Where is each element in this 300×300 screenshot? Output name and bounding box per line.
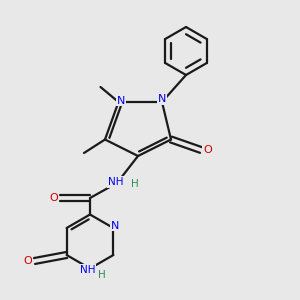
Text: O: O <box>203 145 212 155</box>
Text: H: H <box>98 269 106 280</box>
Text: NH: NH <box>108 177 123 187</box>
Text: N: N <box>117 95 125 106</box>
Text: NH: NH <box>80 265 95 275</box>
Text: H: H <box>130 178 138 189</box>
Text: O: O <box>49 193 58 203</box>
Text: N: N <box>111 220 119 231</box>
Text: N: N <box>158 94 166 104</box>
Text: O: O <box>23 256 32 266</box>
